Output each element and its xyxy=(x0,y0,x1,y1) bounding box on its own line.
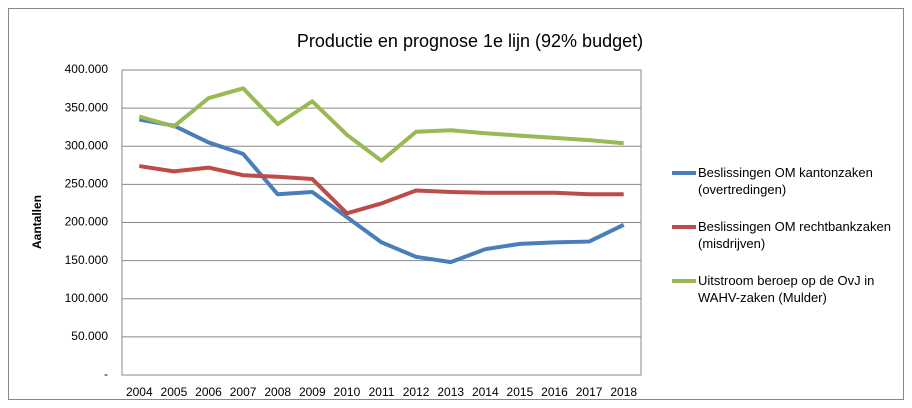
x-tick-label: 2017 xyxy=(576,385,603,399)
y-tick-label: - xyxy=(104,367,108,381)
legend-item: Uitstroom beroep op de OvJ in WAHV-zaken… xyxy=(672,272,908,306)
legend-swatch xyxy=(672,279,696,283)
x-tick-label: 2009 xyxy=(299,385,326,399)
y-tick-label: 250.000 xyxy=(65,177,109,191)
y-tick-label: 350.000 xyxy=(65,100,109,114)
y-tick-label: 50.000 xyxy=(71,329,108,343)
x-tick-label: 2016 xyxy=(541,385,568,399)
x-tick-label: 2008 xyxy=(264,385,291,399)
series-line xyxy=(138,164,624,216)
x-tick-label: 2004 xyxy=(126,385,153,399)
y-tick-label: 400.000 xyxy=(65,62,109,76)
y-axis-label: Aantallen xyxy=(30,195,44,249)
legend-label: Uitstroom beroep op de OvJ in WAHV-zaken… xyxy=(698,273,875,305)
legend-label: Beslissingen OM rechtbankzaken (misdrijv… xyxy=(698,219,891,251)
x-tick-label: 2005 xyxy=(161,385,188,399)
x-tick-label: 2018 xyxy=(610,385,637,399)
x-tick-label: 2012 xyxy=(403,385,430,399)
y-tick-label: 150.000 xyxy=(65,253,109,267)
chart-border xyxy=(8,8,904,400)
x-tick-label: 2015 xyxy=(507,385,534,399)
series-line xyxy=(138,86,624,163)
y-tick-label: 200.000 xyxy=(65,215,109,229)
y-tick-label: 300.000 xyxy=(65,138,109,152)
series-line xyxy=(138,117,625,265)
legend-swatch xyxy=(672,225,696,229)
chart-title: Productie en prognose 1e lijn (92% budge… xyxy=(297,31,643,51)
x-tick-label: 2007 xyxy=(230,385,257,399)
legend-item: Beslissingen OM rechtbankzaken (misdrijv… xyxy=(672,218,908,252)
x-tick-label: 2011 xyxy=(369,385,395,399)
x-tick-label: 2014 xyxy=(472,385,499,399)
legend: Beslissingen OM kantonzaken (overtreding… xyxy=(672,164,908,326)
x-tick-label: 2013 xyxy=(437,385,464,399)
x-tick-label: 2010 xyxy=(334,385,361,399)
legend-swatch xyxy=(672,171,696,175)
x-tick-label: 2006 xyxy=(195,385,222,399)
legend-item: Beslissingen OM kantonzaken (overtreding… xyxy=(672,164,908,198)
legend-label: Beslissingen OM kantonzaken (overtreding… xyxy=(698,165,873,197)
y-tick-label: 100.000 xyxy=(65,291,109,305)
